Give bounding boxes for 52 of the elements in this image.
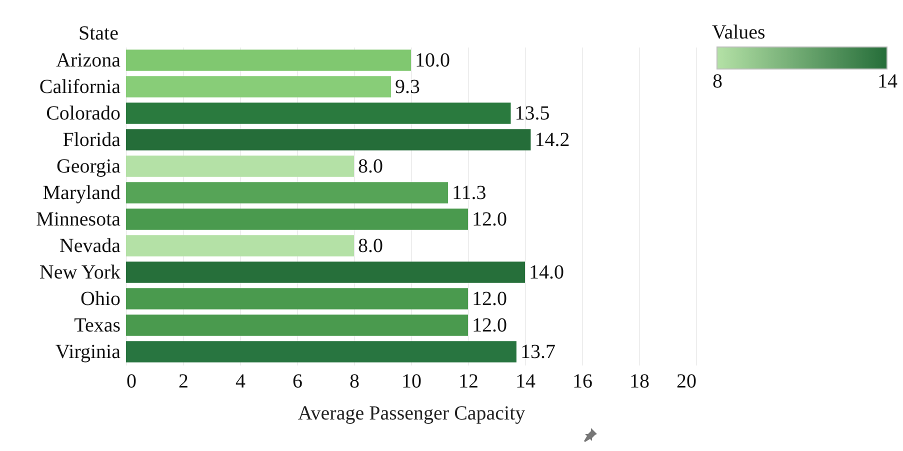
- color-bar-label: 14: [878, 70, 898, 92]
- y-tick-label: New York: [39, 261, 120, 284]
- bar: [126, 76, 392, 98]
- bar: [126, 182, 448, 204]
- y-tick-label: Ohio: [80, 288, 120, 310]
- data-label: 12.0: [472, 288, 507, 310]
- color-bar-label: 8: [712, 70, 722, 92]
- y-tick-label: Colorado: [46, 102, 120, 124]
- data-label: 14.2: [534, 128, 570, 151]
- bar: [126, 314, 468, 336]
- y-tick-label: Nevada: [59, 234, 121, 257]
- data-label: 11.3: [452, 182, 486, 204]
- y-axis-title: State: [78, 22, 119, 44]
- y-tick-label: Maryland: [42, 182, 120, 204]
- color-bar-title: Values: [712, 22, 766, 44]
- data-label: 8.0: [358, 234, 383, 257]
- x-tick-label: 16: [572, 370, 592, 392]
- x-tick-label: 14: [516, 370, 536, 392]
- data-label: 13.5: [514, 102, 550, 124]
- bar: [126, 288, 468, 310]
- bar: [126, 235, 354, 256]
- bar: [126, 208, 468, 230]
- data-label: 13.7: [520, 340, 556, 363]
- data-label: 10.0: [415, 49, 450, 72]
- bar: [126, 156, 354, 177]
- bar: [126, 50, 411, 71]
- bar: [126, 341, 516, 362]
- y-tick-label: Minnesota: [36, 208, 121, 230]
- x-tick-label: 6: [292, 370, 302, 392]
- data-label: 8.0: [358, 155, 383, 178]
- y-tick-label: Arizona: [56, 49, 121, 72]
- bar: [126, 129, 531, 150]
- y-tick-label: Florida: [62, 128, 121, 151]
- bar: [126, 262, 525, 283]
- y-tick-label: Virginia: [55, 340, 121, 363]
- x-tick-label: 10: [402, 370, 422, 392]
- x-axis-title: Average Passenger Capacity: [298, 402, 526, 424]
- x-tick-label: 18: [630, 370, 650, 392]
- y-tick-label: California: [39, 76, 121, 98]
- x-tick-label: 8: [350, 370, 360, 392]
- bar: [126, 102, 511, 124]
- y-tick-label: Georgia: [56, 155, 121, 178]
- data-label: 9.3: [395, 76, 420, 98]
- x-tick-label: 20: [676, 370, 696, 392]
- x-tick-label: 0: [126, 370, 136, 392]
- data-label: 12.0: [472, 314, 507, 336]
- x-tick-label: 4: [236, 370, 246, 392]
- x-tick-label: 12: [458, 370, 478, 392]
- data-label: 12.0: [472, 208, 507, 230]
- data-label: 14.0: [529, 261, 564, 284]
- y-tick-label: Texas: [74, 314, 121, 336]
- x-tick-label: 2: [178, 370, 188, 392]
